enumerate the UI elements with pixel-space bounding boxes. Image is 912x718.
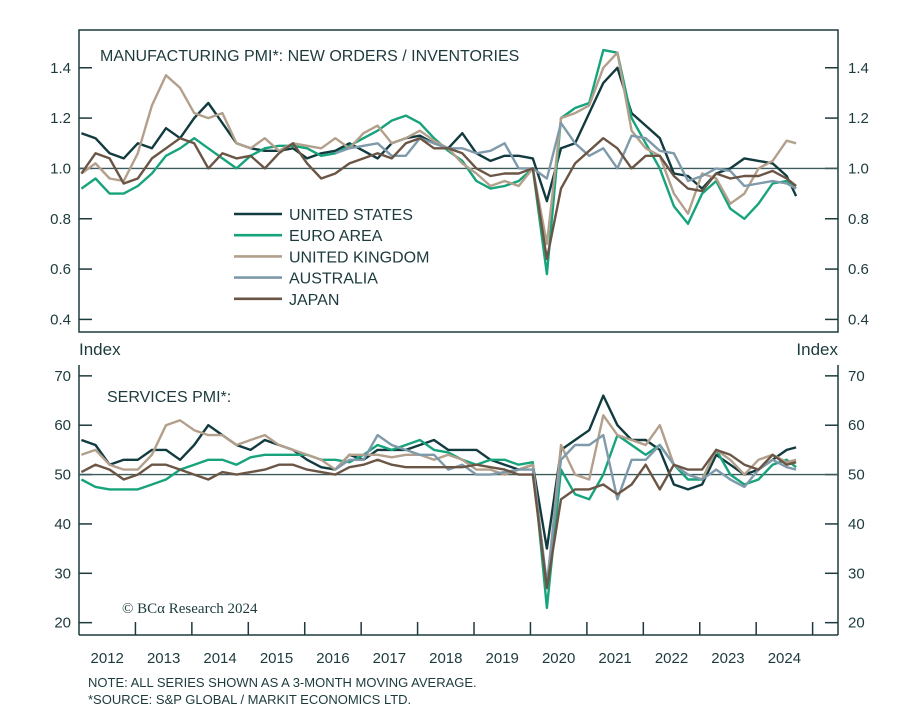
manufacturing-right-tick-label: 1.2 <box>848 110 869 127</box>
manufacturing-right-tick-label: 1.0 <box>848 160 869 177</box>
x-tick-label: 2021 <box>598 650 631 667</box>
services-title: SERVICES PMI*: <box>107 389 231 406</box>
manufacturing-left-tick-label: 1.4 <box>50 60 71 77</box>
x-tick-label: 2018 <box>429 650 462 667</box>
x-tick-label: 2023 <box>711 650 744 667</box>
services-right-tick-label: 30 <box>848 565 865 582</box>
x-tick-label: 2014 <box>203 650 236 667</box>
manufacturing-left-tick-label: 0.6 <box>50 261 71 278</box>
manufacturing-right-tick-label: 0.6 <box>848 261 869 278</box>
manufacturing-left-tick-label: 1.2 <box>50 110 71 127</box>
x-tick-label: 2012 <box>91 650 124 667</box>
services-left-tick-label: 60 <box>54 417 71 434</box>
note-moving-average: NOTE: ALL SERIES SHOWN AS A 3-MONTH MOVI… <box>88 675 477 690</box>
legend-label: UNITED KINGDOM <box>289 249 429 266</box>
services-series-japan <box>80 448 797 590</box>
note-source: *SOURCE: S&P GLOBAL / MARKIT ECONOMICS L… <box>88 692 411 707</box>
services-right-tick-label: 60 <box>848 417 865 434</box>
services-left-tick-label: 40 <box>54 516 71 533</box>
manufacturing-panel: 0.4 0.4 0.6 0.6 0.8 0.8 1.0 1.0 1.2 1.2 1.4 1.4 MAN… <box>50 29 869 333</box>
services-right-tick-label: 70 <box>848 368 865 385</box>
services-left-tick-label: 20 <box>54 615 71 632</box>
services-series-united-states <box>80 394 797 550</box>
x-tick-label: 2020 <box>542 650 575 667</box>
services-left-tick-label: 70 <box>54 368 71 385</box>
legend-label: EURO AREA <box>289 228 383 245</box>
manufacturing-series-japan <box>80 137 797 261</box>
legend-label: UNITED STATES <box>289 207 413 224</box>
manufacturing-left-tick-label: 1.0 <box>50 160 71 177</box>
manufacturing-right-tick-label: 0.8 <box>848 211 869 228</box>
x-tick-label: 2015 <box>260 650 293 667</box>
manufacturing-title: MANUFACTURING PMI*: NEW ORDERS / INVENTO… <box>100 48 519 65</box>
legend: UNITED STATES EURO AREA UNITED KINGDOM AUST… <box>234 207 429 309</box>
manufacturing-series-euro-area <box>80 48 797 276</box>
x-tick-label: 2016 <box>316 650 349 667</box>
manufacturing-right-tick-label: 0.4 <box>848 311 869 328</box>
services-left-tick-label: 30 <box>54 565 71 582</box>
manufacturing-series-united-kingdom <box>80 51 797 246</box>
services-series-united-kingdom <box>81 414 797 590</box>
manufacturing-left-tick-label: 0.8 <box>50 211 71 228</box>
manufacturing-right-tick-label: 1.4 <box>848 60 869 77</box>
services-right-tick-label: 50 <box>848 467 865 484</box>
index-label-right: Index <box>796 340 838 359</box>
x-tick-label: 2017 <box>373 650 406 667</box>
x-tick-label: 2024 <box>768 650 801 667</box>
manufacturing-series-australia <box>334 121 797 190</box>
legend-label: AUSTRALIA <box>289 271 378 288</box>
services-series-australia <box>334 433 797 585</box>
copyright-watermark: © BCα Research 2024 <box>122 601 258 617</box>
services-series-euro-area <box>80 433 797 610</box>
legend-label: JAPAN <box>289 292 339 309</box>
manufacturing-left-tick-label: 0.4 <box>50 311 71 328</box>
x-tick-label: 2013 <box>147 650 180 667</box>
index-label-left: Index <box>79 340 121 359</box>
services-left-tick-label: 50 <box>54 467 71 484</box>
services-right-tick-label: 40 <box>848 516 865 533</box>
x-tick-label: 2022 <box>655 650 688 667</box>
manufacturing-plot-frame <box>78 29 839 333</box>
services-right-tick-label: 20 <box>848 615 865 632</box>
x-tick-label: 2019 <box>486 650 519 667</box>
